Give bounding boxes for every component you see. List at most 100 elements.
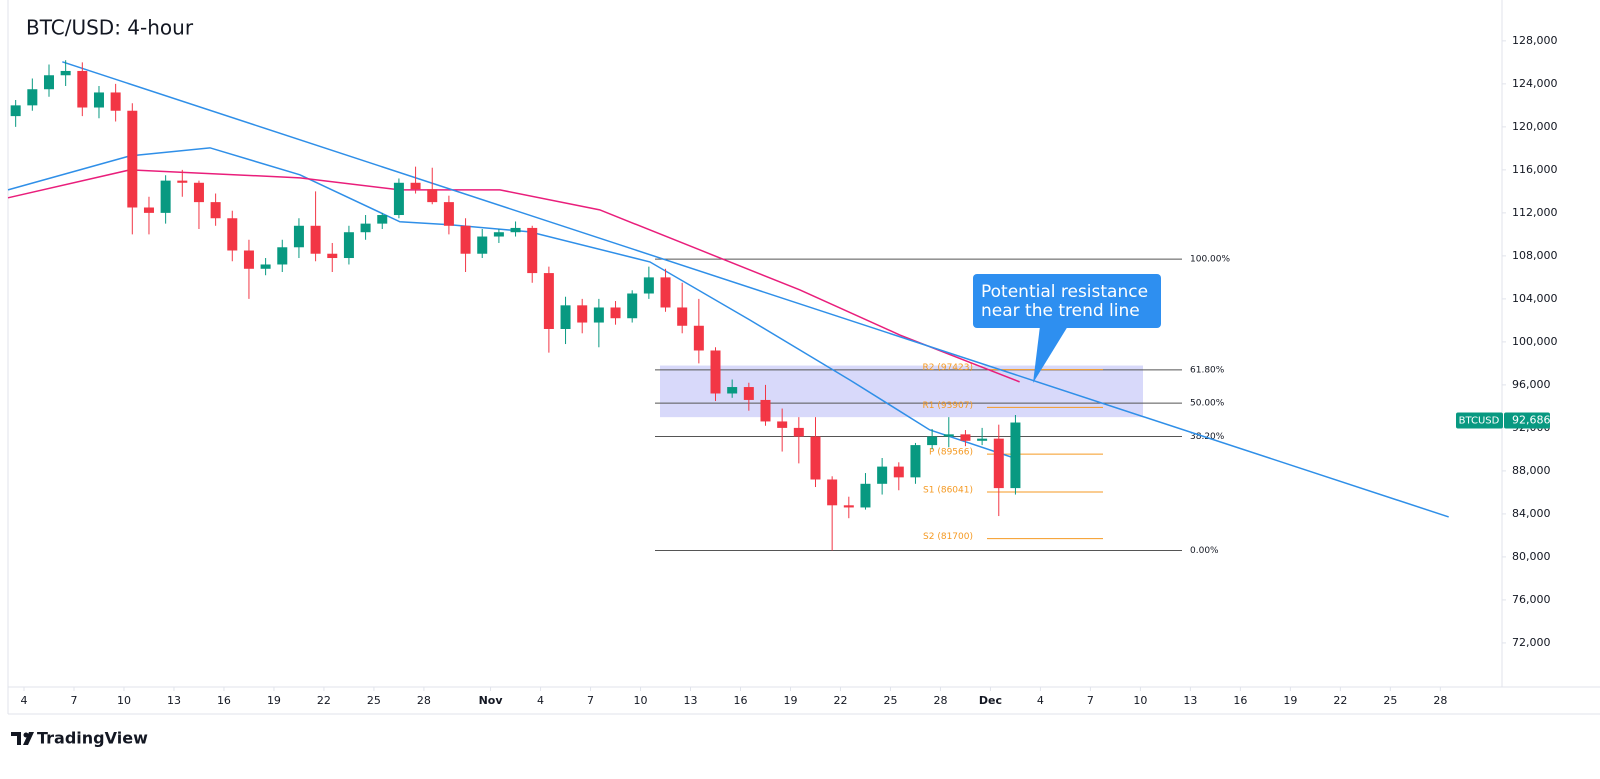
candle-body: [393, 182, 404, 216]
candle-body: [10, 105, 21, 117]
candle-body: [593, 307, 604, 323]
candle-body: [260, 264, 271, 269]
candle-body: [93, 92, 104, 108]
x-tick-label: 22: [833, 694, 847, 707]
candle-body: [527, 227, 538, 274]
candle-body: [177, 180, 188, 183]
x-tick-label: 19: [1283, 694, 1297, 707]
x-tick-label: 28: [933, 694, 947, 707]
y-tick-label: 80,000: [1512, 550, 1551, 563]
x-tick-label: 4: [20, 694, 27, 707]
candle-body: [460, 225, 471, 254]
candle-body: [577, 305, 588, 323]
candle-body: [660, 277, 671, 308]
candle-body: [477, 236, 488, 254]
candle-body: [993, 438, 1004, 489]
candle-body: [360, 223, 371, 233]
x-tick-label: Dec: [979, 694, 1002, 707]
x-tick-label: 25: [367, 694, 381, 707]
x-tick-label: 7: [70, 694, 77, 707]
candle-body: [77, 70, 88, 108]
pivot-label: S2 (81700): [923, 532, 973, 542]
candle-body: [493, 232, 504, 237]
candle-body: [860, 483, 871, 508]
candle-body: [293, 225, 304, 248]
annotation: near the trend line: [981, 301, 1140, 321]
candle-body: [427, 189, 438, 203]
candle-body: [443, 202, 454, 226]
x-tick-label: 4: [1037, 694, 1044, 707]
candle-body: [43, 75, 54, 90]
line: [7, 147, 1020, 461]
resistance-zone: [660, 365, 1143, 418]
x-tick-label: 13: [167, 694, 181, 707]
candle-body: [610, 307, 621, 319]
plot: 72,00076,00080,00084,00088,00092,00096,0…: [7, 34, 1558, 707]
y-tick-label: 120,000: [1512, 120, 1558, 133]
y-tick-label: 88,000: [1512, 464, 1551, 477]
x-tick-label: 10: [1133, 694, 1147, 707]
candle-body: [327, 253, 338, 259]
candle-body: [127, 110, 138, 208]
candle-body: [877, 466, 888, 484]
brand-icon-dot: [23, 732, 29, 738]
x-tick-label: 19: [267, 694, 281, 707]
pivot-label: R2 (97423): [923, 363, 974, 373]
candle-body: [410, 182, 421, 190]
x-tick-label: 28: [417, 694, 431, 707]
x-tick-label: 4: [537, 694, 544, 707]
candle-body: [910, 445, 921, 478]
x-tick-label: 19: [783, 694, 797, 707]
x-tick-label: 16: [217, 694, 231, 707]
x-tick-label: 25: [1383, 694, 1397, 707]
callout-pointer: [1033, 326, 1068, 383]
y-tick-label: 112,000: [1512, 206, 1558, 219]
x-tick-label: 13: [1183, 694, 1197, 707]
candle-body: [810, 436, 821, 480]
x-tick-label: 13: [684, 694, 698, 707]
candle-body: [760, 399, 771, 422]
y-tick-label: 72,000: [1512, 636, 1551, 649]
price-tag-symbol: BTCUSD: [1459, 416, 1500, 427]
candle-body: [277, 247, 288, 265]
candle-body: [243, 250, 254, 269]
candle-body: [227, 218, 238, 251]
x-tick-label: 7: [587, 694, 594, 707]
candle-body: [510, 227, 521, 233]
candle-body: [543, 273, 554, 329]
price-tag-bg: [1504, 412, 1550, 429]
y-tick-label: 84,000: [1512, 507, 1551, 520]
candle-body: [943, 434, 954, 437]
x-tick-label: 10: [634, 694, 648, 707]
chart-title: BTC/USD: 4-hour: [26, 16, 194, 40]
candle-body: [377, 215, 388, 224]
candle-body: [727, 387, 738, 394]
candle-body: [343, 232, 354, 259]
fib-label: 0.00%: [1190, 546, 1219, 556]
pivot-label: S1 (86041): [923, 485, 973, 495]
callout-box: [973, 274, 1161, 328]
x-tick-label: 22: [317, 694, 331, 707]
candle-body: [893, 466, 904, 478]
y-tick-label: 128,000: [1512, 34, 1558, 47]
y-tick-label: 96,000: [1512, 378, 1551, 391]
annotation: Potential resistance: [981, 282, 1148, 302]
line: [7, 169, 1020, 383]
x-tick-label: 28: [1433, 694, 1447, 707]
candle-body: [210, 202, 221, 219]
candle-body: [143, 207, 154, 213]
candle-body: [627, 293, 638, 319]
fib-label: 50.00%: [1190, 399, 1225, 409]
candle-body: [677, 307, 688, 326]
candle-body: [560, 305, 571, 329]
candle-body: [960, 434, 971, 441]
x-tick-label: 7: [1087, 694, 1094, 707]
candle-body: [160, 180, 171, 213]
candle-body: [827, 479, 838, 506]
y-tick-label: 124,000: [1512, 77, 1558, 90]
pivot-label: P (89566): [929, 448, 973, 458]
candle-body: [927, 436, 938, 446]
price-tag-symbol-bg: [1456, 412, 1503, 429]
fib-label: 61.80%: [1190, 365, 1225, 375]
